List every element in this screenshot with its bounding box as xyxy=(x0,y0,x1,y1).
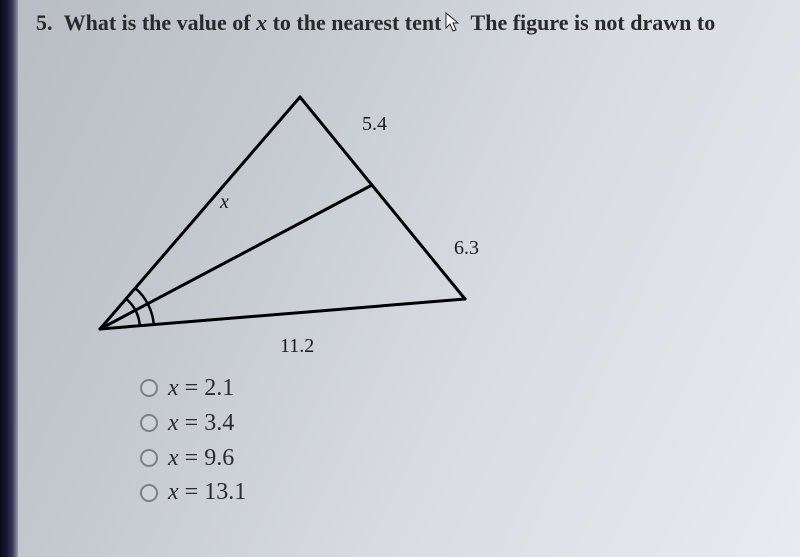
option-eq: = xyxy=(185,479,199,505)
answer-options: x = 2.1 x = 3.4 x = 9.6 x = 13.1 xyxy=(140,371,790,510)
option-eq: = xyxy=(185,410,199,436)
option-d[interactable]: x = 13.1 xyxy=(140,475,790,510)
option-c[interactable]: x = 9.6 xyxy=(140,441,790,476)
label-dc: 6.3 xyxy=(454,237,479,260)
option-value: 9.6 xyxy=(204,445,234,471)
option-value: 13.1 xyxy=(204,479,246,505)
worksheet-content: 5. What is the value of x to the nearest… xyxy=(30,10,790,547)
option-var: x xyxy=(168,375,179,401)
triangle-figure: x 5.4 6.3 11.2 xyxy=(90,79,530,349)
option-var: x xyxy=(168,410,179,436)
question-text-pre: What is the value of xyxy=(64,10,257,35)
label-x: x xyxy=(220,191,229,214)
option-var: x xyxy=(168,479,179,505)
radio-icon[interactable] xyxy=(140,414,158,432)
option-eq: = xyxy=(185,445,199,471)
cursor-icon xyxy=(443,11,463,39)
radio-icon[interactable] xyxy=(140,484,158,502)
label-bd: 5.4 xyxy=(362,113,387,136)
question-text: 5. What is the value of x to the nearest… xyxy=(30,10,790,39)
radio-icon[interactable] xyxy=(140,449,158,467)
question-variable: x xyxy=(256,10,267,35)
option-var: x xyxy=(168,445,179,471)
option-value: 3.4 xyxy=(204,410,234,436)
option-b[interactable]: x = 3.4 xyxy=(140,406,790,441)
option-eq: = xyxy=(185,375,199,401)
triangle-svg xyxy=(90,79,530,369)
option-value: 2.1 xyxy=(204,375,234,401)
option-a[interactable]: x = 2.1 xyxy=(140,371,790,406)
question-text-mid: to the nearest tent xyxy=(267,10,441,35)
question-text-post: The figure is not drawn to xyxy=(465,10,715,35)
question-number: 5. xyxy=(36,10,53,35)
screen-left-edge xyxy=(0,0,18,557)
label-ac: 11.2 xyxy=(280,335,314,358)
radio-icon[interactable] xyxy=(140,379,158,397)
